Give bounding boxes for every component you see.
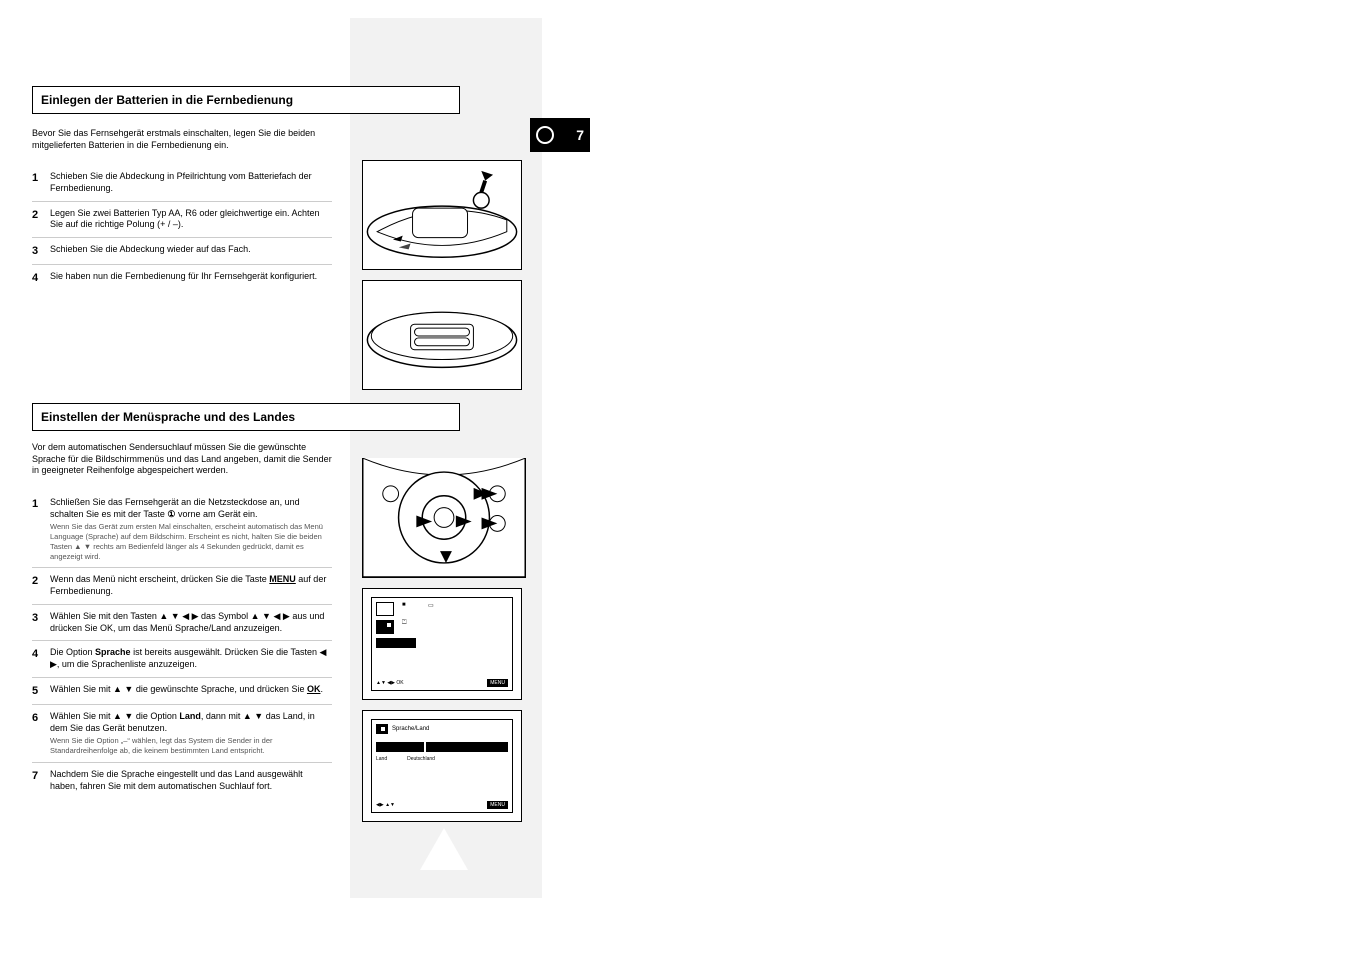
step-text: Nachdem Sie die Sprache eingestellt und … xyxy=(50,769,332,792)
illus-remote-batteries xyxy=(362,280,522,390)
menu2-header: Sprache/Land xyxy=(392,726,429,732)
step-text: Schließen Sie das Fernsehgerät an die Ne… xyxy=(50,497,332,561)
menu-row-value xyxy=(426,742,508,752)
menu-icon xyxy=(376,602,394,616)
section1-body: Bevor Sie das Fernsehgerät erstmals eins… xyxy=(32,128,332,292)
page-number-tab: 7 xyxy=(530,118,590,152)
illus-remote-open xyxy=(362,160,522,270)
down-icon: ▼ xyxy=(262,611,271,623)
left-icon: ◀ xyxy=(273,611,280,623)
menu-footer-right: MENU xyxy=(487,679,508,687)
menu-icon: ⏍ xyxy=(402,620,420,634)
illus-menu-language: Sprache/Land Land Deutschland ◀▶ ▲▼ MENU xyxy=(362,710,522,822)
step-number: 6 xyxy=(32,711,50,756)
section2-title: Einstellen der Menüsprache und des Lande… xyxy=(41,410,295,424)
menu-footer-right: MENU xyxy=(487,801,508,809)
menu2-row2-label: Land xyxy=(376,756,387,762)
page-number: 7 xyxy=(576,127,584,143)
section1-lead: Bevor Sie das Fernsehgerät erstmals eins… xyxy=(32,128,332,151)
section1-step-4: 4 Sie haben nun die Fernbedienung für Ih… xyxy=(32,265,332,291)
step-note: Wenn Sie die Option „–“ wählen, legt das… xyxy=(50,736,332,756)
step-number: 3 xyxy=(32,611,50,635)
section1-step-3: 3 Schieben Sie die Abdeckung wieder auf … xyxy=(32,238,332,265)
step-number: 4 xyxy=(32,271,50,285)
step-number: 2 xyxy=(32,208,50,231)
section2-body: Vor dem automatischen Sendersuchlauf müs… xyxy=(32,442,332,798)
step-number: 2 xyxy=(32,574,50,597)
menu-panel-2: Sprache/Land Land Deutschland ◀▶ ▲▼ MENU xyxy=(371,719,513,813)
illus-control-panel xyxy=(362,458,526,578)
section2-step-5: 5 Wählen Sie mit ▲ ▼ die gewünschte Spra… xyxy=(32,678,332,705)
section2-step-7: 7 Nachdem Sie die Sprache eingestellt un… xyxy=(32,763,332,798)
step-text: Die Option Sprache ist bereits ausgewähl… xyxy=(50,647,332,670)
section2-step-4: 4 Die Option Sprache ist bereits ausgewä… xyxy=(32,641,332,677)
menu-footer-left: ◀▶ ▲▼ xyxy=(376,802,395,808)
section2-step-2: 2 Wenn das Menü nicht erscheint, drücken… xyxy=(32,568,332,604)
menu-panel-1: ■ ▭ ⏍ ▲▼ ◀▶ OK MENU xyxy=(371,597,513,691)
menu-icon: ■ xyxy=(402,602,420,616)
step-number: 7 xyxy=(32,769,50,792)
section1-title: Einlegen der Batterien in die Fernbedien… xyxy=(41,93,293,107)
menu-header-icon xyxy=(376,724,388,734)
step-note: Wenn Sie das Gerät zum ersten Mal einsch… xyxy=(50,522,332,561)
section1-step-2: 2 Legen Sie zwei Batterien Typ AA, R6 od… xyxy=(32,202,332,238)
step-number: 1 xyxy=(32,171,50,194)
step-text: Wenn das Menü nicht erscheint, drücken S… xyxy=(50,574,332,597)
menu-row-selected xyxy=(376,742,424,752)
step-text: Schieben Sie die Abdeckung in Pfeilricht… xyxy=(50,171,332,194)
menu-icon-selected xyxy=(376,620,394,634)
section2-step-1: 1 Schließen Sie das Fernsehgerät an die … xyxy=(32,491,332,568)
section2-step-6: 6 Wählen Sie mit ▲ ▼ die Option Land, da… xyxy=(32,705,332,763)
section2-step-3: 3 Wählen Sie mit den Tasten ▲ ▼ ◀ ▶ das … xyxy=(32,605,332,642)
step-number: 1 xyxy=(32,497,50,561)
step-text: Schieben Sie die Abdeckung wieder auf da… xyxy=(50,244,332,258)
section2-lead: Vor dem automatischen Sendersuchlauf müs… xyxy=(32,442,332,477)
ring-icon xyxy=(536,126,554,144)
section1-title-box: Einlegen der Batterien in die Fernbedien… xyxy=(32,86,460,114)
continue-arrow-icon xyxy=(420,828,468,870)
section2-title-box: Einstellen der Menüsprache und des Lande… xyxy=(32,403,460,431)
menu-label-bar xyxy=(376,638,416,648)
illus-menu-icons: ■ ▭ ⏍ ▲▼ ◀▶ OK MENU xyxy=(362,588,522,700)
menu-icon: ▭ xyxy=(428,602,446,616)
up-icon: ▲ xyxy=(251,611,260,623)
menu-footer-left: ▲▼ ◀▶ OK xyxy=(376,680,404,686)
right-icon: ▶ xyxy=(283,611,290,623)
step-text: Wählen Sie mit ▲ ▼ die Option Land, dann… xyxy=(50,711,332,756)
step-text: Wählen Sie mit ▲ ▼ die gewünschte Sprach… xyxy=(50,684,332,698)
menu2-row2-value: Deutschland xyxy=(407,756,435,762)
step-number: 5 xyxy=(32,684,50,698)
step-number: 3 xyxy=(32,244,50,258)
step-text: Wählen Sie mit den Tasten ▲ ▼ ◀ ▶ das Sy… xyxy=(50,611,332,635)
step-text: Sie haben nun die Fernbedienung für Ihr … xyxy=(50,271,332,285)
section1-step-1: 1 Schieben Sie die Abdeckung in Pfeilric… xyxy=(32,165,332,201)
page-root: 7 Einlegen der Batterien in die Fernbedi… xyxy=(0,0,580,954)
step-text: Legen Sie zwei Batterien Typ AA, R6 oder… xyxy=(50,208,332,231)
step-number: 4 xyxy=(32,647,50,670)
